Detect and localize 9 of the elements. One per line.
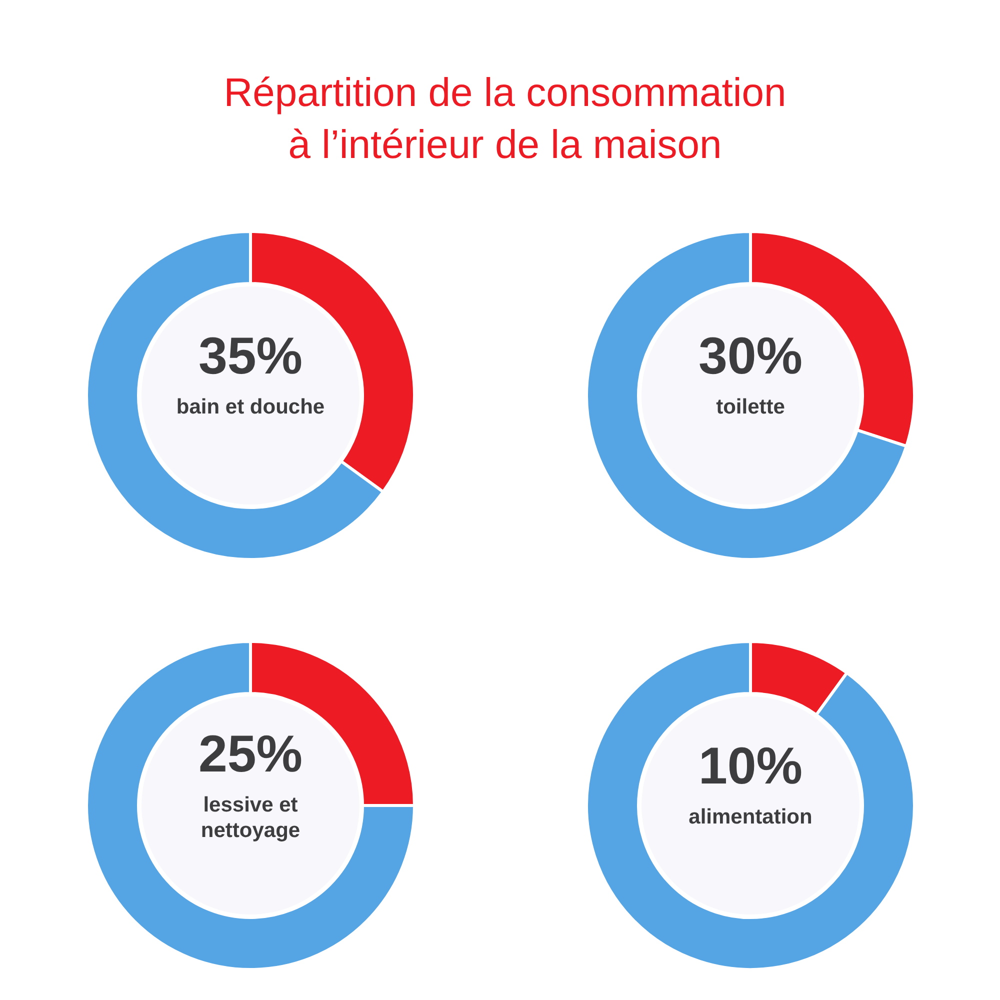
data-label: 30% bbox=[698, 328, 803, 386]
slice-label: lessive et nettoyage bbox=[200, 794, 300, 842]
slice-label: toilette bbox=[716, 396, 785, 418]
text: Répartition de la consommation à l’intérieur de la maison bbox=[222, 70, 788, 169]
slice-label: alimentation bbox=[688, 806, 812, 828]
slice-label: bain et douche bbox=[176, 396, 325, 418]
data-label: 35% bbox=[198, 328, 303, 386]
data-label: 10% bbox=[698, 738, 803, 796]
data-label: 25% bbox=[198, 726, 303, 784]
